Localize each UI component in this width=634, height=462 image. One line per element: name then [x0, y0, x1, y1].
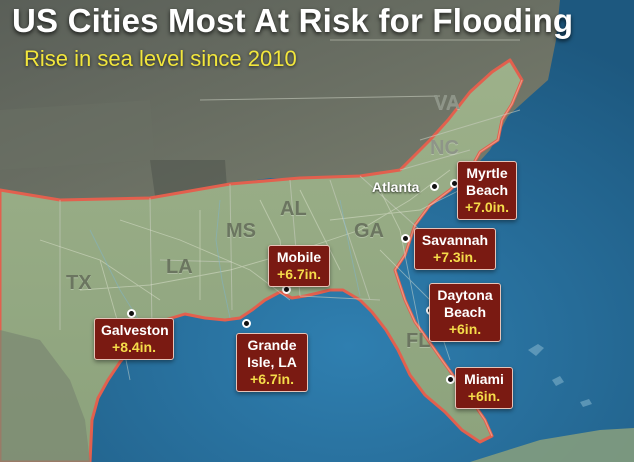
grande-isle-marker	[242, 319, 251, 328]
state-label-al: AL	[280, 198, 307, 220]
callout-savannah: Savannah +7.3in.	[414, 228, 496, 270]
atlanta-marker	[430, 182, 439, 191]
callout-grande-isle: Grande Isle, LA +6.7in.	[236, 333, 308, 392]
callout-city-name: Myrtle	[466, 165, 508, 181]
callout-city-name: Savannah	[421, 232, 489, 248]
callout-mobile: Mobile +6.7in.	[268, 245, 330, 287]
state-label-la: LA	[166, 256, 193, 278]
map-subtitle: Rise in sea level since 2010	[24, 46, 297, 71]
rivers	[89, 199, 361, 331]
state-label-va: VA	[434, 92, 461, 114]
callout-rise-value: +7.3in.	[433, 249, 477, 265]
callout-miami: Miami +6in.	[455, 367, 513, 409]
callout-myrtle-beach: Myrtle Beach +7.0in.	[457, 161, 517, 220]
callout-city-name: Beach	[443, 304, 487, 320]
atlanta-label: Atlanta	[372, 179, 420, 195]
callout-city-name: Grande	[247, 337, 297, 353]
map-title: US Cities Most At Risk for Flooding	[12, 2, 574, 39]
callout-city-name: Mobile	[276, 249, 322, 265]
state-label-fl: FL	[406, 330, 431, 352]
callout-city-name: Beach	[465, 182, 509, 198]
inland-shading-2	[0, 100, 155, 170]
callout-city-name: Isle, LA	[247, 354, 297, 370]
callout-rise-value: +6in.	[448, 321, 482, 337]
southeast-land	[0, 58, 524, 462]
bahamas	[528, 344, 592, 407]
callout-city-name: Daytona	[437, 287, 493, 303]
callout-rise-value: +7.0in.	[465, 199, 509, 215]
savannah-marker	[401, 234, 410, 243]
galveston-marker	[127, 309, 136, 318]
miami-marker	[446, 375, 455, 384]
callout-galveston: Galveston +8.4in.	[94, 318, 174, 360]
state-label-ga: GA	[354, 220, 384, 242]
mexico-land	[0, 330, 90, 462]
callout-rise-value: +8.4in.	[112, 339, 156, 355]
callout-rise-value: +6in.	[467, 388, 501, 404]
callout-daytona-beach: Daytona Beach +6in.	[429, 283, 501, 342]
state-label-ms: MS	[226, 220, 256, 242]
callout-city-name: Galveston	[101, 322, 169, 338]
state-label-tx: TX	[66, 272, 92, 294]
state-label-nc: NC	[430, 137, 459, 159]
callout-city-name: Miami	[464, 371, 504, 387]
cuba-land	[470, 428, 634, 462]
callout-rise-value: +6.7in.	[250, 371, 294, 387]
callout-rise-value: +6.7in.	[277, 266, 321, 282]
